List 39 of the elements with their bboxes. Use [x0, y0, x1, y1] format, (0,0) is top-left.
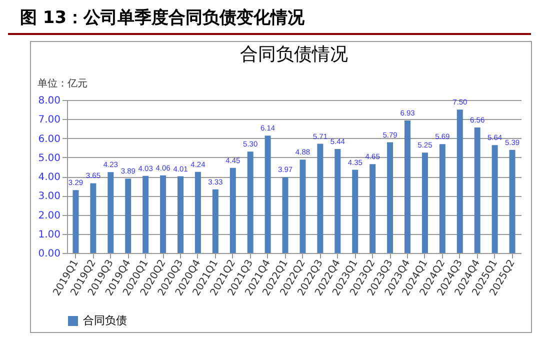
bar	[334, 148, 341, 253]
bar	[142, 176, 149, 253]
bar	[474, 128, 480, 253]
bar	[212, 189, 218, 253]
y-axis-title: 单位：亿元	[38, 78, 88, 90]
chart-subtitle: 合同负债情况	[240, 44, 348, 65]
y-tick-label: 2.00	[38, 210, 60, 222]
y-tick-label: 5.00	[38, 152, 60, 164]
y-tick-label: 3.00	[38, 191, 60, 202]
bar	[317, 144, 324, 253]
bar	[90, 183, 96, 253]
legend-label: 合同负债	[83, 314, 127, 327]
bar	[352, 170, 358, 253]
bar	[456, 110, 463, 253]
bar	[439, 144, 446, 253]
bar	[160, 175, 166, 253]
bar	[387, 142, 394, 253]
bar	[194, 172, 201, 253]
bar	[72, 190, 79, 253]
y-tick-label: 1.00	[38, 229, 60, 240]
bar	[282, 177, 288, 253]
bar	[404, 120, 410, 253]
bar	[509, 150, 516, 253]
y-tick-label: 0.00	[38, 248, 60, 260]
y-tick-label: 6.00	[38, 134, 60, 145]
bar	[300, 160, 306, 253]
bar	[492, 145, 498, 253]
y-tick-label: 7.00	[38, 114, 60, 126]
y-tick-label: 4.00	[38, 172, 60, 183]
bar	[178, 176, 184, 253]
bar	[370, 164, 376, 253]
chart-title: 图 13：公司单季度合同负债变化情况	[8, 0, 531, 35]
bar	[108, 172, 114, 253]
bar	[422, 152, 428, 253]
bar	[230, 168, 236, 253]
bar	[247, 152, 254, 253]
y-tick-label: 8.00	[38, 96, 60, 106]
bar	[125, 178, 132, 253]
bar	[264, 136, 271, 253]
